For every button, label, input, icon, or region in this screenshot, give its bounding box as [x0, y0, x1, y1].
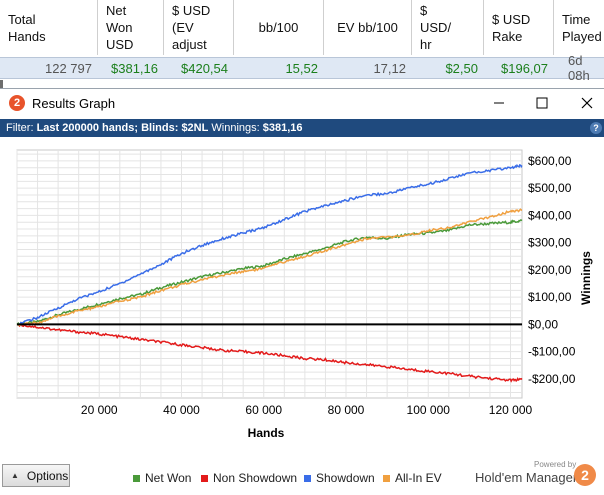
y-tick-label: $100,00: [528, 290, 572, 304]
cell-net-won: $381,16: [111, 60, 158, 76]
header-bb100[interactable]: bb/100: [234, 0, 324, 55]
legend-label: Non Showdown: [213, 471, 298, 485]
legend-swatch: [383, 474, 390, 482]
cell-usd-hr: $2,50: [445, 60, 478, 76]
app-logo-icon: 2: [9, 95, 25, 111]
header-ev-bb100[interactable]: EV bb/100: [324, 0, 412, 55]
options-label: Options: [26, 468, 69, 483]
chart-svg: $600,00 $500,00 $400,00 $300,00 $200,00 $100,…: [16, 149, 593, 440]
powered-by-label: Powered by: [534, 460, 577, 469]
legend-swatch: [133, 474, 140, 482]
header-ev-adjusted[interactable]: $ USD (EV adjust: [164, 0, 234, 55]
cell-ev-adjusted: $420,54: [181, 60, 228, 76]
legend-all-in-ev[interactable]: All-In EV: [383, 471, 442, 485]
window-title: Results Graph: [32, 96, 116, 111]
winnings-value: $381,16: [262, 122, 303, 134]
plot-frame: [16, 149, 523, 399]
y-tick-label: -$200,00: [528, 372, 576, 386]
legend-label: Showdown: [316, 471, 375, 485]
y-tick-label: $600,00: [528, 154, 572, 168]
x-tick-label: 60 000: [245, 403, 282, 417]
y-tick-label: $500,00: [528, 181, 572, 195]
results-graph[interactable]: $600,00 $500,00 $400,00 $300,00 $200,00 $100,…: [0, 138, 604, 462]
legend-swatch: [304, 474, 311, 482]
minimize-icon[interactable]: [484, 93, 514, 113]
x-tick-label: 20 000: [81, 403, 118, 417]
header-total-hands[interactable]: Total Hands: [0, 0, 98, 55]
cell-total-hands: 122 797: [45, 60, 92, 76]
legend-label: All-In EV: [395, 471, 442, 485]
brand-name: Hold'em Manager: [475, 470, 578, 485]
stats-table: Total Hands Net Won USD $ USD (EV adjust…: [0, 0, 604, 83]
close-icon[interactable]: [572, 93, 602, 113]
maximize-icon[interactable]: [527, 93, 557, 113]
legend-label: Net Won: [145, 471, 192, 485]
series-line-all-in-ev: [16, 208, 523, 327]
y-axis-label: Winnings: [579, 251, 593, 305]
filter-value: Last 200000 hands; Blinds: $2NL: [36, 122, 209, 134]
filter-bar: Filter: Last 200000 hands; Blinds: $2NL …: [0, 119, 604, 137]
cell-rake: $196,07: [501, 60, 548, 76]
title-bar[interactable]: 2 Results Graph: [0, 89, 604, 118]
header-net-won[interactable]: Net Won USD: [98, 0, 164, 55]
header-usd-hr[interactable]: $ USD/ hr: [412, 0, 484, 55]
series-line-non-showdown: [16, 322, 523, 383]
series-line-showdown: [16, 163, 523, 326]
legend-showdown[interactable]: Showdown: [304, 471, 375, 485]
legend-net-won[interactable]: Net Won: [133, 471, 191, 485]
y-tick-label: $0,00: [528, 317, 558, 331]
y-tick-label: $200,00: [528, 263, 572, 277]
series-line-net-won: [16, 219, 523, 327]
winnings-label: Winnings:: [211, 122, 260, 134]
header-time-played[interactable]: Time Played: [562, 11, 602, 44]
x-tick-label: 40 000: [163, 403, 200, 417]
x-tick-label: 120 000: [489, 403, 533, 417]
y-tick-label: $400,00: [528, 208, 572, 222]
brand-logo-icon: 2: [574, 464, 596, 486]
x-tick-label: 80 000: [328, 403, 365, 417]
results-graph-window: 2 Results Graph Filter: Last 200000 hand…: [0, 88, 604, 495]
legend-swatch: [201, 474, 208, 482]
header-rake[interactable]: $ USD Rake: [484, 0, 554, 55]
legend-non-showdown[interactable]: Non Showdown: [201, 471, 297, 485]
y-tick-label: -$100,00: [528, 345, 576, 359]
x-tick-label: 100 000: [407, 403, 451, 417]
help-icon[interactable]: ?: [590, 122, 602, 134]
filter-prefix: Filter:: [6, 122, 34, 134]
x-axis-label: Hands: [248, 426, 285, 440]
caret-up-icon: ▲: [11, 471, 19, 480]
cell-bb100: 15,52: [285, 60, 318, 76]
cell-time-played: 6d 08h: [568, 53, 590, 83]
table-row[interactable]: [0, 57, 604, 79]
y-tick-label: $300,00: [528, 236, 572, 250]
options-button[interactable]: ▲ Options: [2, 464, 70, 487]
cell-ev-bb100: 17,12: [373, 60, 406, 76]
bottom-bar: ▲ Options Net Won Non Showdown Showdown …: [0, 460, 604, 495]
